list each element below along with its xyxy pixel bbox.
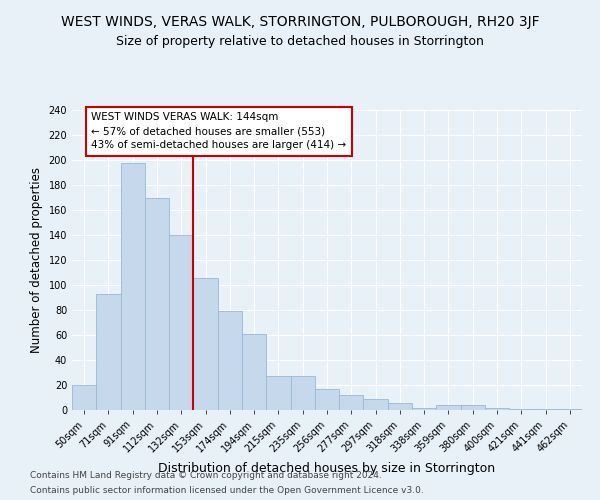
Bar (72, 385, 96, 410)
Bar (193, 278, 218, 410)
Bar (388, 402, 412, 410)
Text: Size of property relative to detached houses in Storrington: Size of property relative to detached ho… (116, 35, 484, 48)
Y-axis label: Number of detached properties: Number of detached properties (30, 167, 43, 353)
Text: WEST WINDS VERAS WALK: 144sqm
← 57% of detached houses are smaller (553)
43% of : WEST WINDS VERAS WALK: 144sqm ← 57% of d… (91, 112, 347, 150)
Bar (436, 405, 461, 410)
Bar (218, 311, 242, 410)
Text: Contains HM Land Registry data © Crown copyright and database right 2024.: Contains HM Land Registry data © Crown c… (30, 471, 382, 480)
Bar (339, 395, 364, 410)
Bar (533, 409, 558, 410)
Bar (509, 409, 533, 410)
Bar (145, 198, 169, 410)
Bar (290, 376, 315, 410)
Bar (96, 294, 121, 410)
Bar (558, 409, 582, 410)
Bar (461, 405, 485, 410)
Text: Contains public sector information licensed under the Open Government Licence v3: Contains public sector information licen… (30, 486, 424, 495)
X-axis label: Distribution of detached houses by size in Storrington: Distribution of detached houses by size … (158, 462, 496, 475)
Bar (121, 162, 145, 410)
Bar (242, 334, 266, 410)
Bar (412, 408, 436, 410)
Bar (169, 235, 193, 410)
Bar (315, 389, 339, 410)
Bar (485, 408, 509, 410)
Bar (266, 376, 290, 410)
Text: WEST WINDS, VERAS WALK, STORRINGTON, PULBOROUGH, RH20 3JF: WEST WINDS, VERAS WALK, STORRINGTON, PUL… (61, 15, 539, 29)
Bar (364, 399, 388, 410)
